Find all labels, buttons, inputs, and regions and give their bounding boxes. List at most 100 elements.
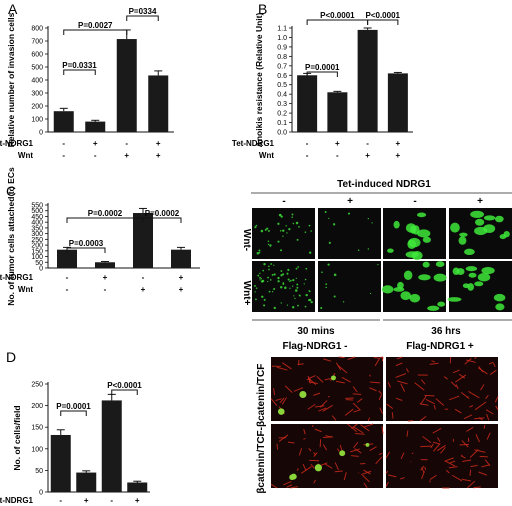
network-fiber xyxy=(486,432,491,440)
y-tick-label: 0.9 xyxy=(277,44,287,51)
network-fiber xyxy=(414,382,425,391)
green-cell xyxy=(298,225,300,228)
green-cell xyxy=(254,285,256,287)
y-tick-label: 500 xyxy=(31,208,43,215)
y-tick-label: 0.3 xyxy=(277,101,287,108)
green-cell xyxy=(259,272,261,275)
green-cell xyxy=(285,225,287,227)
network-fiber xyxy=(420,465,425,471)
network-fiber xyxy=(400,452,405,460)
y-tick-label: 800 xyxy=(31,26,43,33)
network-fiber xyxy=(387,382,391,388)
green-cell xyxy=(447,297,462,302)
network-fiber xyxy=(369,446,377,452)
y-tick-label: 200 xyxy=(31,243,43,250)
bar xyxy=(133,213,153,268)
green-cell xyxy=(279,229,282,232)
network-fiber xyxy=(420,379,426,385)
green-cell xyxy=(277,240,280,243)
green-cell xyxy=(468,272,477,278)
green-spot xyxy=(299,390,307,399)
green-cell xyxy=(284,286,287,290)
condition-sign: - xyxy=(62,151,65,160)
p-value-label: P<0.0001 xyxy=(366,11,401,20)
green-cell xyxy=(465,266,478,272)
micrograph-tile xyxy=(383,208,446,261)
y-tick-label: 300 xyxy=(31,91,43,98)
network-fiber xyxy=(323,358,332,362)
network-fiber xyxy=(331,415,337,421)
green-cell xyxy=(304,231,307,233)
network-fiber xyxy=(369,387,377,392)
panel-letter-d: D xyxy=(6,349,16,365)
y-tick-label: 450 xyxy=(31,214,43,221)
row-label-wnt-plus: Wnt+ xyxy=(241,281,252,306)
network-fiber xyxy=(452,369,460,374)
network-fiber xyxy=(350,448,360,453)
network-fiber xyxy=(395,362,403,367)
tile-background xyxy=(318,261,381,312)
green-cell xyxy=(474,281,484,287)
col-sign-3: - xyxy=(413,196,416,207)
network-fiber xyxy=(318,407,327,412)
network-fiber xyxy=(406,430,409,437)
significance-bracket xyxy=(63,69,96,75)
green-cell xyxy=(324,210,327,213)
green-cell xyxy=(393,220,400,229)
network-fiber xyxy=(363,482,368,488)
network-fiber xyxy=(475,434,480,443)
green-cell xyxy=(298,294,301,296)
network-fiber xyxy=(385,403,394,409)
y-tick-label: 0.7 xyxy=(277,63,287,70)
network-fiber xyxy=(341,376,351,383)
network-fiber xyxy=(303,437,306,440)
network-fiber xyxy=(432,427,442,434)
network-fiber xyxy=(338,356,345,359)
condition-sign: + xyxy=(156,151,161,160)
y-tick-label: 0.4 xyxy=(277,92,287,99)
green-cell xyxy=(475,218,485,226)
y-tick-label: 50 xyxy=(35,468,43,475)
network-fiber xyxy=(433,404,436,410)
y-tick-label: 250 xyxy=(31,382,43,389)
network-fiber xyxy=(469,405,474,408)
green-cell xyxy=(292,278,295,282)
network-fiber xyxy=(313,479,316,484)
condition-sign: - xyxy=(142,273,145,282)
condition-sign: - xyxy=(66,285,69,294)
condition-sign: + xyxy=(396,151,401,160)
bar xyxy=(101,400,122,492)
green-cell xyxy=(310,301,313,304)
green-cell xyxy=(292,306,295,309)
y-tick-label: 700 xyxy=(31,39,43,46)
flag-ndrg1-micrograph-panel: Flag-NDRG1 - Flag-NDRG1 + -βcatenin/TCF … xyxy=(256,341,499,494)
green-cell xyxy=(287,268,290,272)
network-fiber xyxy=(391,412,394,419)
network-fiber xyxy=(335,362,342,371)
network-fiber xyxy=(421,470,425,480)
network-fiber xyxy=(480,384,485,391)
bar xyxy=(387,73,408,132)
green-cell xyxy=(422,236,431,243)
green-cell xyxy=(321,271,323,274)
green-cell xyxy=(261,279,265,283)
condition-sign: + xyxy=(124,151,129,160)
green-cell xyxy=(288,227,291,231)
col-sign-1: - xyxy=(282,196,285,207)
condition-sign: + xyxy=(179,273,184,282)
network-fiber xyxy=(461,440,469,448)
network-fiber xyxy=(339,444,343,451)
network-fiber xyxy=(445,460,456,467)
network-fiber xyxy=(325,435,333,438)
y-tick-label: 0.2 xyxy=(277,111,287,118)
network-fiber xyxy=(460,391,470,400)
network-fiber xyxy=(492,362,496,368)
micrograph-tile xyxy=(252,261,315,312)
bar xyxy=(127,482,148,492)
green-cell xyxy=(269,279,272,281)
network-fiber xyxy=(308,375,316,379)
condition-sign: - xyxy=(94,151,97,160)
network-fiber xyxy=(281,397,288,405)
green-cell xyxy=(273,264,275,266)
